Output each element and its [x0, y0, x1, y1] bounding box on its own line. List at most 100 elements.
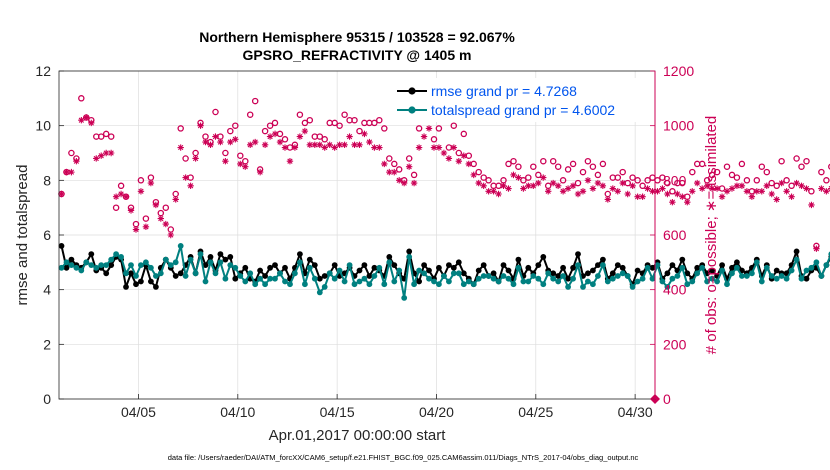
- possible-obs-marker: [584, 157, 592, 165]
- possible-obs-marker: [698, 160, 706, 168]
- assimilated-obs-marker: [763, 182, 770, 189]
- assimilated-obs-marker: [132, 226, 140, 233]
- possible-obs-marker: [78, 95, 85, 102]
- assimilated-obs-marker: [559, 188, 567, 195]
- totalspread-marker: [361, 275, 368, 282]
- assimilated-obs-marker: [783, 188, 790, 195]
- totalspread-marker: [396, 267, 403, 274]
- assimilated-obs-marker: [818, 185, 825, 192]
- totalspread-marker: [167, 262, 174, 268]
- right-y-tick-label: 400: [663, 282, 687, 298]
- possible-obs-marker: [450, 122, 458, 129]
- possible-obs-marker: [808, 188, 815, 195]
- left-y-tick-label: 4: [43, 282, 51, 298]
- rmse-marker: [570, 264, 576, 271]
- totalspread-marker: [267, 275, 273, 282]
- assimilated-obs-marker: [674, 190, 681, 198]
- totalspread-marker: [604, 278, 611, 285]
- possible-obs-marker: [768, 179, 775, 187]
- possible-obs-marker: [97, 133, 105, 140]
- totalspread-marker: [729, 270, 735, 277]
- possible-obs-marker: [182, 155, 189, 162]
- assimilated-obs-marker: [718, 193, 726, 200]
- assimilated-obs-marker: [410, 179, 418, 187]
- rmse-marker: [331, 262, 338, 268]
- assimilated-obs-marker: [261, 141, 269, 148]
- legend: rmse grand pr = 4.7268 totalspread grand…: [392, 78, 650, 122]
- rmse-marker: [416, 278, 422, 285]
- rmse-marker: [133, 281, 139, 288]
- possible-obs-marker: [227, 127, 234, 135]
- assimilated-obs-marker: [346, 133, 353, 140]
- rmse-marker: [63, 264, 70, 271]
- assimilated-obs-marker: [639, 193, 646, 200]
- totalspread-marker: [406, 254, 413, 260]
- rmse-marker: [560, 264, 566, 271]
- totalspread-marker: [217, 259, 224, 266]
- possible-obs-marker: [435, 125, 443, 132]
- assimilated-obs-marker: [495, 190, 502, 198]
- rmse-marker: [207, 254, 214, 260]
- rmse-marker: [619, 264, 626, 271]
- assimilated-obs-marker: [266, 133, 274, 140]
- totalspread-marker: [679, 264, 686, 271]
- assimilated-obs-marker: [405, 163, 413, 170]
- possible-obs-marker: [723, 163, 731, 170]
- totalspread-marker: [664, 284, 671, 290]
- right-y-tick-label: 1000: [663, 118, 694, 134]
- totalspread-marker: [98, 262, 105, 268]
- assimilated-obs-marker: [321, 144, 328, 151]
- assimilated-obs-marker: [366, 138, 373, 146]
- assimilated-obs-marker: [301, 127, 309, 135]
- totalspread-marker: [148, 264, 154, 271]
- assimilated-obs-marker: [88, 119, 95, 127]
- rmse-marker: [550, 270, 557, 277]
- possible-obs-marker: [142, 215, 150, 222]
- assimilated-obs-marker: [93, 155, 100, 162]
- totalspread-marker: [699, 264, 706, 271]
- totalspread-marker: [570, 275, 576, 282]
- assimilated-obs-marker: [554, 182, 562, 189]
- assimilated-obs-marker: [276, 138, 284, 146]
- possible-obs-marker: [619, 168, 626, 176]
- totalspread-marker: [629, 284, 636, 290]
- rmse-marker: [575, 251, 581, 257]
- totalspread-marker: [306, 264, 313, 271]
- totalspread-marker: [341, 278, 348, 285]
- assimilated-obs-marker: [669, 199, 676, 206]
- rmse-marker: [242, 264, 249, 271]
- totalspread-marker: [768, 273, 775, 279]
- assimilated-obs-marker: [798, 182, 805, 189]
- rmse-marker: [202, 262, 209, 268]
- possible-obs-marker: [733, 174, 741, 181]
- possible-obs-marker: [510, 157, 517, 165]
- possible-obs-marker: [68, 149, 75, 157]
- assimilated-obs-marker: [684, 199, 691, 206]
- possible-obs-marker: [569, 160, 577, 168]
- assimilated-obs-marker: [634, 193, 641, 200]
- rmse-marker: [232, 275, 239, 282]
- assimilated-obs-marker: [549, 179, 557, 187]
- totalspread-marker: [724, 281, 730, 288]
- assimilated-obs-marker: [793, 179, 800, 187]
- assimilated-obs-marker: [391, 168, 398, 176]
- possible-obs-marker: [480, 174, 487, 181]
- assimilated-obs-marker: [520, 185, 527, 192]
- possible-obs-marker: [559, 177, 567, 184]
- left-y-tick-label: 12: [35, 63, 51, 79]
- rmse-marker: [793, 248, 800, 255]
- possible-obs-marker: [376, 116, 383, 124]
- totalspread-marker: [619, 270, 626, 277]
- possible-obs-marker: [266, 122, 274, 129]
- totalspread-marker: [436, 281, 442, 288]
- rmse-marker: [734, 259, 740, 266]
- totalspread-marker: [505, 275, 512, 282]
- totalspread-marker: [694, 270, 701, 277]
- assimilated-obs-marker: [679, 193, 686, 200]
- assimilated-obs-marker: [222, 158, 229, 165]
- rmse-marker: [356, 267, 363, 274]
- assimilated-obs-marker: [470, 171, 477, 179]
- assimilated-obs-marker: [465, 160, 472, 168]
- rmse-marker: [103, 270, 110, 277]
- totalspread-marker: [441, 273, 447, 279]
